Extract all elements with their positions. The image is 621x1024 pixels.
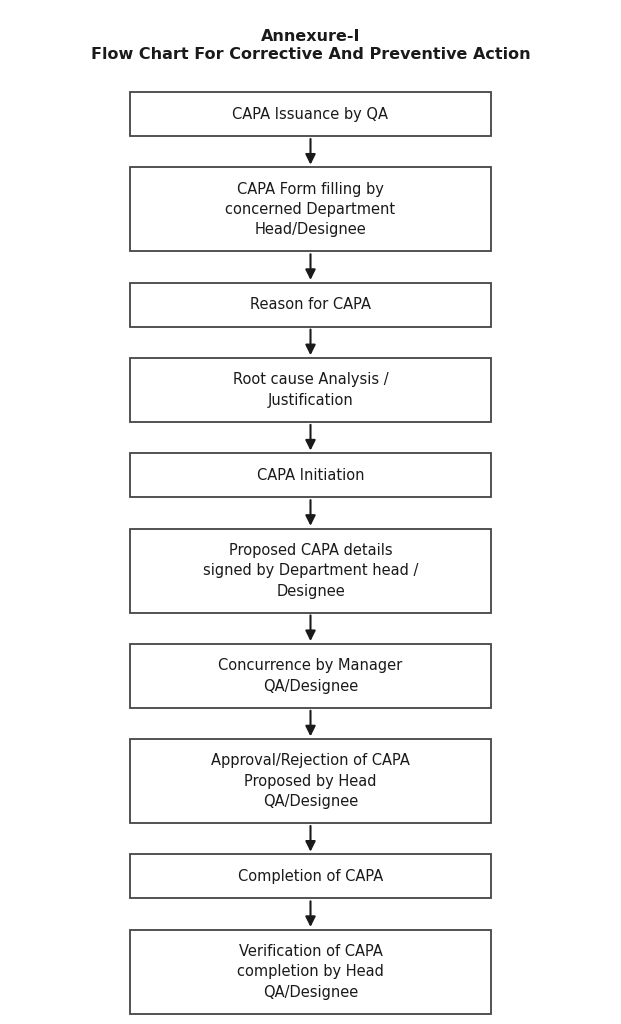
Text: CAPA Issuance by QA: CAPA Issuance by QA xyxy=(232,106,389,122)
Bar xyxy=(130,739,491,823)
Bar xyxy=(130,644,491,708)
Text: CAPA Initiation: CAPA Initiation xyxy=(256,468,365,482)
Bar xyxy=(130,528,491,612)
Bar xyxy=(130,454,491,498)
Bar xyxy=(130,854,491,898)
Bar xyxy=(130,168,491,252)
Text: Verification of CAPA
completion by Head
QA/Designee: Verification of CAPA completion by Head … xyxy=(237,944,384,999)
Text: Concurrence by Manager
QA/Designee: Concurrence by Manager QA/Designee xyxy=(219,658,402,693)
Text: Completion of CAPA: Completion of CAPA xyxy=(238,869,383,884)
Text: CAPA Form filling by
concerned Department
Head/Designee: CAPA Form filling by concerned Departmen… xyxy=(225,181,396,238)
Bar xyxy=(130,92,491,136)
Text: Flow Chart For Corrective And Preventive Action: Flow Chart For Corrective And Preventive… xyxy=(91,47,530,62)
Bar xyxy=(130,358,491,422)
Text: Proposed CAPA details
signed by Department head /
Designee: Proposed CAPA details signed by Departme… xyxy=(203,543,418,598)
Text: Annexure-I: Annexure-I xyxy=(261,29,360,44)
Text: Approval/Rejection of CAPA
Proposed by Head
QA/Designee: Approval/Rejection of CAPA Proposed by H… xyxy=(211,754,410,809)
Bar xyxy=(130,930,491,1014)
Text: Reason for CAPA: Reason for CAPA xyxy=(250,297,371,312)
Text: Root cause Analysis /
Justification: Root cause Analysis / Justification xyxy=(233,373,388,408)
Bar xyxy=(130,283,491,327)
